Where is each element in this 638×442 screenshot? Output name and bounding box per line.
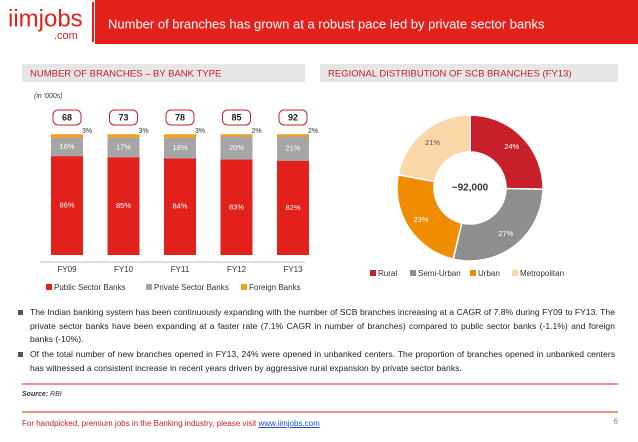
legend-label: Metropolitan [520,269,564,278]
bar-segment [51,134,83,138]
total-box [222,109,251,126]
legend-label: Public Sector Banks [54,283,126,292]
value-label: 2% [308,128,318,135]
bar-segment [220,159,253,255]
legend-swatch [46,284,52,290]
value-label: 2% [251,128,261,135]
total-box [278,109,308,126]
donut-slice [397,114,471,183]
section-bar [320,64,618,82]
center-label: ~92,000 [452,183,489,194]
legend-label: Rural [378,269,397,278]
bar-segment [277,136,309,161]
total-box [52,109,82,126]
chart-title: NUMBER OF BRANCHES – BY BANK TYPE [30,69,221,80]
bar-segment [164,134,196,138]
bar-segment [107,134,140,138]
x-tick-label: FY09 [57,265,77,274]
value-label: 82% [285,203,300,212]
header-title: Number of branches has grown at a robust… [108,16,545,31]
footer: For handpicked, premium jobs in the Bank… [22,419,320,428]
legend-label: Foreign Banks [249,283,301,292]
value-label: 24% [504,142,519,151]
bar-segment [220,134,253,137]
total-label: 92 [288,112,298,122]
total-box [109,109,138,126]
donut-slice [452,187,544,262]
legend-swatch [410,270,416,276]
x-tick-label: FY12 [227,265,247,274]
x-tick-label: FY11 [171,265,190,274]
total-label: 78 [175,112,185,122]
bar-segment [51,137,83,157]
legend-swatch [370,270,376,276]
bullet: Of the total number of new branches open… [18,348,615,375]
value-label: 86% [59,201,74,210]
bar-segment [51,156,83,255]
value-label: 20% [229,143,244,152]
value-label: 83% [229,202,244,211]
bar-segment [277,160,309,255]
value-label: 21% [425,138,440,147]
bullet: The Indian banking system has been conti… [18,306,615,347]
chart-title: REGIONAL DISTRIBUTION OF SCB BRANCHES (F… [328,69,572,80]
value-label: 16% [59,142,74,151]
legend-swatch [241,284,247,290]
value-label: 17% [116,142,131,151]
logo-sub: .com [54,30,78,42]
logo: iimjobs [8,5,83,32]
bar-segment [277,134,309,137]
value-label: 21% [285,144,300,153]
value-label: 27% [498,229,513,238]
value-label: 3% [195,128,205,135]
donut-slice [469,114,544,190]
bar-segment [164,158,196,255]
legend-swatch [146,284,152,290]
header-bar [95,0,638,44]
source-label: Source: [22,391,49,398]
footer-text: For handpicked, premium jobs in the Bank… [22,419,257,428]
bar-segment [107,157,140,255]
bar-segment [107,137,140,158]
total-box [165,109,195,126]
x-tick-label: FY13 [283,265,303,274]
section-bar [22,64,305,82]
legend-label: Semi-Urban [418,269,461,278]
value-label: 85% [116,201,131,210]
value-label: 23% [414,215,429,224]
subtitle: (in '000s) [34,93,63,100]
total-label: 85 [231,112,241,122]
footer-link[interactable]: www.iimjobs.com [258,419,320,428]
total-label: 73 [118,112,128,122]
value-label: 84% [172,202,187,211]
legend-swatch [470,270,476,276]
x-tick-label: FY10 [114,265,134,274]
value-label: 3% [138,128,148,135]
page-number: 6 [613,417,618,426]
total-label: 68 [62,112,72,122]
bar-segment [164,137,196,159]
source: Source: RBI [22,391,62,398]
bar-segment [220,136,253,160]
value-label: 3% [82,128,92,135]
legend-label: Urban [478,269,500,278]
donut-slice [396,173,463,260]
legend-label: Private Sector Banks [154,283,229,292]
source-text: RBI [50,391,62,398]
legend-swatch [512,270,518,276]
value-label: 18% [172,143,187,152]
